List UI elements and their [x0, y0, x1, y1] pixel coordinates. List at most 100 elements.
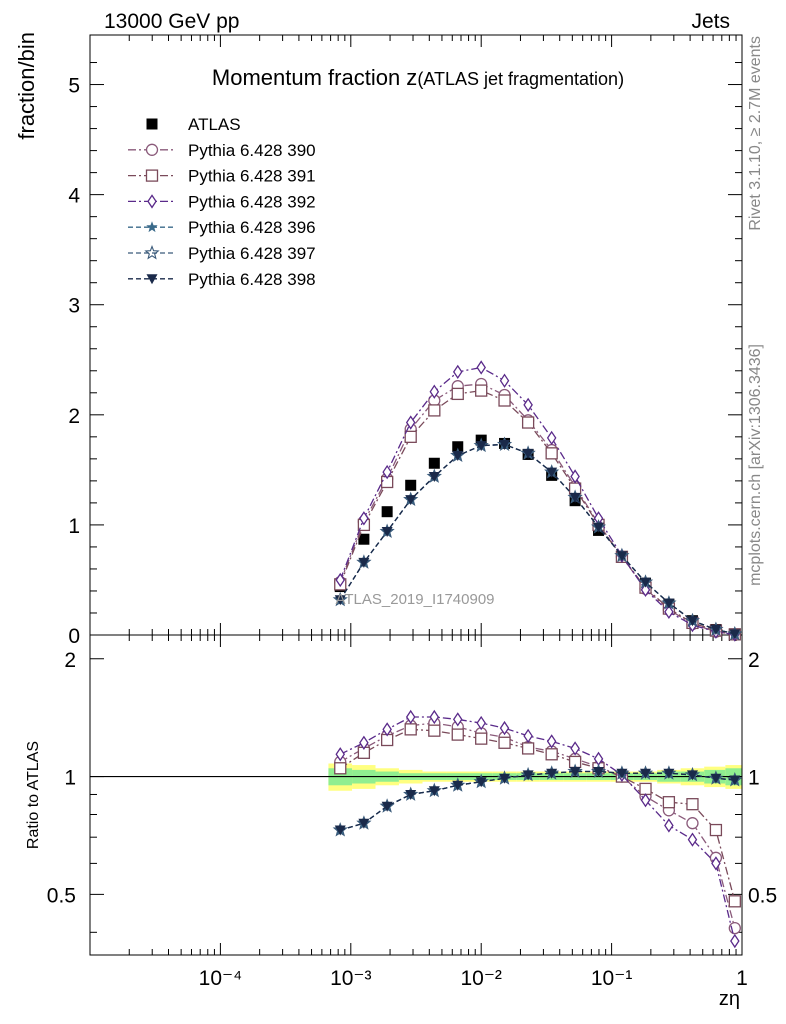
data-point [475, 384, 488, 397]
data-point [405, 479, 417, 491]
ratio-point [334, 762, 347, 775]
legend-label: Pythia 6.428 397 [188, 244, 316, 263]
ratio-point [428, 724, 441, 737]
legend-label: Pythia 6.428 391 [188, 167, 316, 186]
plot-title-note: (ATLAS jet fragmentation) [417, 69, 624, 89]
ratio-point [664, 818, 674, 833]
data-point [663, 598, 675, 609]
data-point [570, 469, 580, 484]
legend-marker [147, 194, 157, 209]
legend-label: Pythia 6.428 396 [188, 218, 316, 237]
data-point [381, 506, 393, 518]
series-p396 [334, 438, 741, 639]
data-point [452, 451, 464, 462]
data-point [451, 387, 464, 401]
legend-entry-atlas: ATLAS [146, 115, 241, 134]
plot-title: Momentum fraction z(ATLAS jet fragmentat… [212, 65, 624, 90]
mcplots-label: mcplots.cern.ch [arXiv:1306.3436] [747, 344, 764, 586]
ratio-point [639, 782, 652, 796]
series-p397 [332, 436, 743, 641]
ratio-series-p392 [335, 709, 740, 949]
ratio-point [334, 825, 346, 836]
ratio-point [616, 768, 628, 779]
data-point [404, 430, 417, 443]
ratio-point [663, 768, 675, 779]
legend-marker [145, 143, 159, 156]
ratio-point [475, 777, 487, 788]
data-point [593, 522, 605, 533]
data-point [405, 495, 417, 506]
ratio-point [710, 773, 722, 784]
data-point [429, 384, 440, 399]
data-point [359, 511, 369, 526]
ratio-point [730, 933, 740, 949]
data-point [428, 404, 441, 417]
ratio-point [405, 789, 417, 800]
axes-frames: 10⁻⁴ 10⁻³ 10⁻² 10⁻¹ 1 0 1 2 3 4 5 0.5 0.5 1 1 2 2 [47, 34, 777, 990]
legend-marker [144, 244, 160, 260]
legend-entry-p396: Pythia 6.428 396 [128, 218, 316, 237]
data-point [664, 604, 674, 620]
legend-label: Pythia 6.428 390 [188, 141, 316, 160]
ratio-ylabel: Ratio to ATLAS [25, 741, 42, 849]
ratio-point [686, 798, 699, 811]
ratio-point [546, 768, 558, 779]
legend-entry-p390: Pythia 6.428 390 [128, 141, 316, 160]
ratio-point [570, 741, 580, 756]
watermark-label: ATLAS_2019_I1740909 [335, 591, 494, 608]
ratio-point [381, 801, 393, 812]
ratio-point [499, 773, 511, 784]
data-point [640, 577, 652, 588]
ratio-point [521, 742, 535, 755]
y-tick-label: 4 [68, 185, 80, 208]
ratio-point [546, 734, 557, 749]
legend-marker [146, 118, 158, 130]
ratio-point [475, 732, 488, 745]
ratio-point [452, 712, 463, 727]
series-line [339, 366, 735, 636]
data-point [499, 440, 511, 451]
ratio-point [405, 709, 416, 725]
data-point [499, 373, 510, 388]
ratio-point [523, 728, 533, 744]
ratio-series-p398 [334, 767, 741, 836]
y-tick-label: 5 [68, 75, 80, 98]
ratio-line [339, 728, 736, 902]
header-right: Jets [691, 10, 730, 33]
x-tick-label: 10⁻⁴ [199, 967, 242, 990]
legend-entry-p392: Pythia 6.428 392 [128, 192, 316, 211]
rivet-label: Rivet 3.1.10, ≥ 2.7M events [747, 36, 764, 231]
ratio-point [499, 720, 510, 736]
ratio-point [522, 770, 534, 781]
y-tick-label: 0 [68, 625, 80, 648]
data-point [545, 447, 558, 460]
ratio-point [429, 709, 440, 725]
data-point [428, 457, 440, 469]
ratio-point [640, 793, 651, 808]
legend-marker [146, 221, 158, 233]
ratio-point [382, 722, 392, 737]
data-point [521, 416, 535, 429]
data-point [452, 441, 464, 453]
data-point [569, 492, 581, 503]
ratio-point [428, 786, 440, 797]
data-point [428, 471, 440, 482]
series-line [339, 443, 735, 635]
ratio-y-tick-label-right: 1 [748, 767, 760, 790]
data-point [334, 595, 346, 606]
ratio-point [476, 715, 486, 731]
legend-entry-p391: Pythia 6.428 391 [128, 167, 316, 186]
ratio-point [662, 796, 676, 809]
main-ylabel: fraction/bin [14, 32, 39, 140]
data-point [452, 364, 463, 380]
ratio-y-tick-label-right: 0.5 [748, 884, 777, 907]
ratio-series-p390 [334, 716, 741, 935]
series-line [339, 383, 735, 636]
ratio-point [593, 767, 605, 778]
x-tick-label: 10⁻² [460, 967, 501, 990]
data-point [475, 441, 487, 452]
data-point [498, 394, 511, 407]
data-point [710, 624, 722, 635]
ratio-frame [89, 634, 743, 956]
